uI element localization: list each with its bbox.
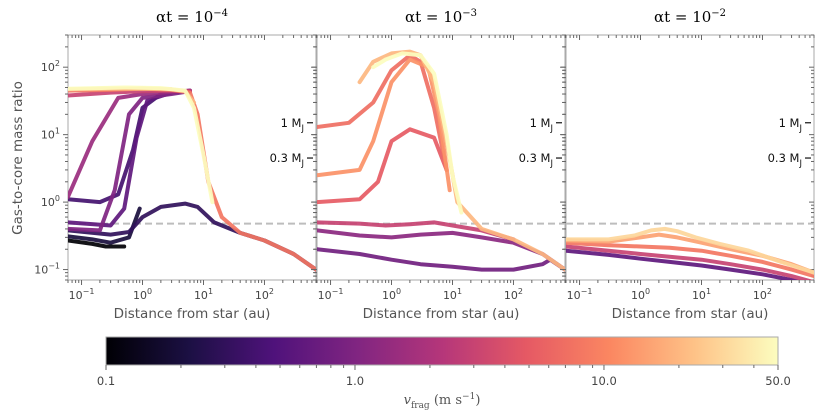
colorbar-gradient bbox=[105, 336, 779, 366]
colorbar-tick-label: 50.0 bbox=[765, 374, 791, 388]
series-line bbox=[317, 220, 516, 242]
mass-marker-label: 0.3 MJ bbox=[768, 151, 802, 169]
colorbar-tick-label: 1.0 bbox=[346, 374, 364, 388]
colorbar-label: vfrag (m s−1) bbox=[404, 392, 481, 411]
series-line bbox=[371, 51, 464, 215]
colorbar: 0.1 1.0 10.0 50.0 vfrag (m s−1) bbox=[97, 336, 791, 411]
colorbar-tick-label: 10.0 bbox=[591, 374, 617, 388]
series-line bbox=[68, 89, 192, 233]
panel-3: αt = 10−2 10−1 100 101 102 1 MJ 0.3 MJ Dista… bbox=[561, 8, 815, 322]
panel-2-ticks: 10−1 100 101 102 bbox=[312, 34, 566, 302]
x-tick-label: 100 bbox=[382, 287, 401, 302]
y-tick-label: 101 bbox=[41, 127, 60, 142]
mass-marker-label: 0.3 MJ bbox=[270, 151, 304, 169]
panel-3-series bbox=[566, 226, 814, 280]
colorbar-tick-label: 0.1 bbox=[97, 374, 115, 388]
panel-2-title: αt = 10−3 bbox=[405, 8, 477, 26]
series-line bbox=[317, 53, 449, 172]
panel-2-mass-markers: 1 MJ 0.3 MJ bbox=[519, 116, 562, 169]
x-tick-label: 10−1 bbox=[69, 287, 95, 302]
panel-2-xlabel: Distance from star (au) bbox=[363, 306, 520, 322]
series-line bbox=[317, 57, 452, 193]
series-line bbox=[68, 85, 215, 205]
mass-marker-label: 1 MJ bbox=[530, 116, 553, 134]
panel-1-mass-markers: 1 MJ 0.3 MJ bbox=[270, 116, 313, 169]
x-tick-label: 102 bbox=[255, 287, 274, 302]
panel-1-frame bbox=[67, 34, 317, 281]
mass-marker-label: 1 MJ bbox=[779, 116, 802, 134]
panel-1: αt = 10−4 10−1 100 101 102 10−1 100 101 102 1 M… bbox=[34, 8, 317, 322]
series-line bbox=[317, 127, 449, 205]
x-tick-label: 100 bbox=[631, 287, 650, 302]
panel-1-xlabel: Distance from star (au) bbox=[114, 306, 271, 322]
panel-3-mass-markers: 1 MJ 0.3 MJ bbox=[768, 116, 811, 169]
x-tick-label: 102 bbox=[753, 287, 772, 302]
colorbar-ticks: 0.1 1.0 10.0 50.0 bbox=[97, 365, 791, 388]
y-tick-label: 10−1 bbox=[34, 262, 60, 277]
x-tick-label: 10−1 bbox=[318, 287, 344, 302]
y-axis-label: Gas-to-core mass ratio bbox=[10, 81, 26, 235]
x-tick-label: 102 bbox=[504, 287, 523, 302]
series-line bbox=[317, 247, 565, 272]
mass-marker-label: 1 MJ bbox=[281, 116, 304, 134]
x-tick-label: 101 bbox=[194, 287, 213, 302]
x-tick-label: 101 bbox=[692, 287, 711, 302]
series-line bbox=[566, 240, 814, 279]
panel-3-xlabel: Distance from star (au) bbox=[612, 306, 769, 322]
x-tick-label: 100 bbox=[133, 287, 152, 302]
y-tick-label: 102 bbox=[41, 59, 60, 74]
x-tick-label: 101 bbox=[443, 287, 462, 302]
panel-3-ticks: 10−1 100 101 102 bbox=[561, 34, 815, 302]
panel-2-series bbox=[317, 49, 565, 272]
x-tick-label: 10−1 bbox=[567, 287, 593, 302]
series-line bbox=[566, 244, 814, 280]
series-line bbox=[68, 238, 127, 249]
mass-marker-label: 0.3 MJ bbox=[519, 151, 553, 169]
y-tick-label: 100 bbox=[41, 194, 60, 209]
panel-2: αt = 10−3 10−1 100 101 102 1 MJ 0.3 MJ Dista… bbox=[312, 8, 566, 322]
panel-1-title: αt = 10−4 bbox=[156, 8, 228, 26]
series-line bbox=[566, 248, 800, 280]
panel-3-title: αt = 10−2 bbox=[654, 8, 726, 26]
panel-1-series bbox=[68, 85, 316, 272]
series-line bbox=[566, 226, 814, 275]
